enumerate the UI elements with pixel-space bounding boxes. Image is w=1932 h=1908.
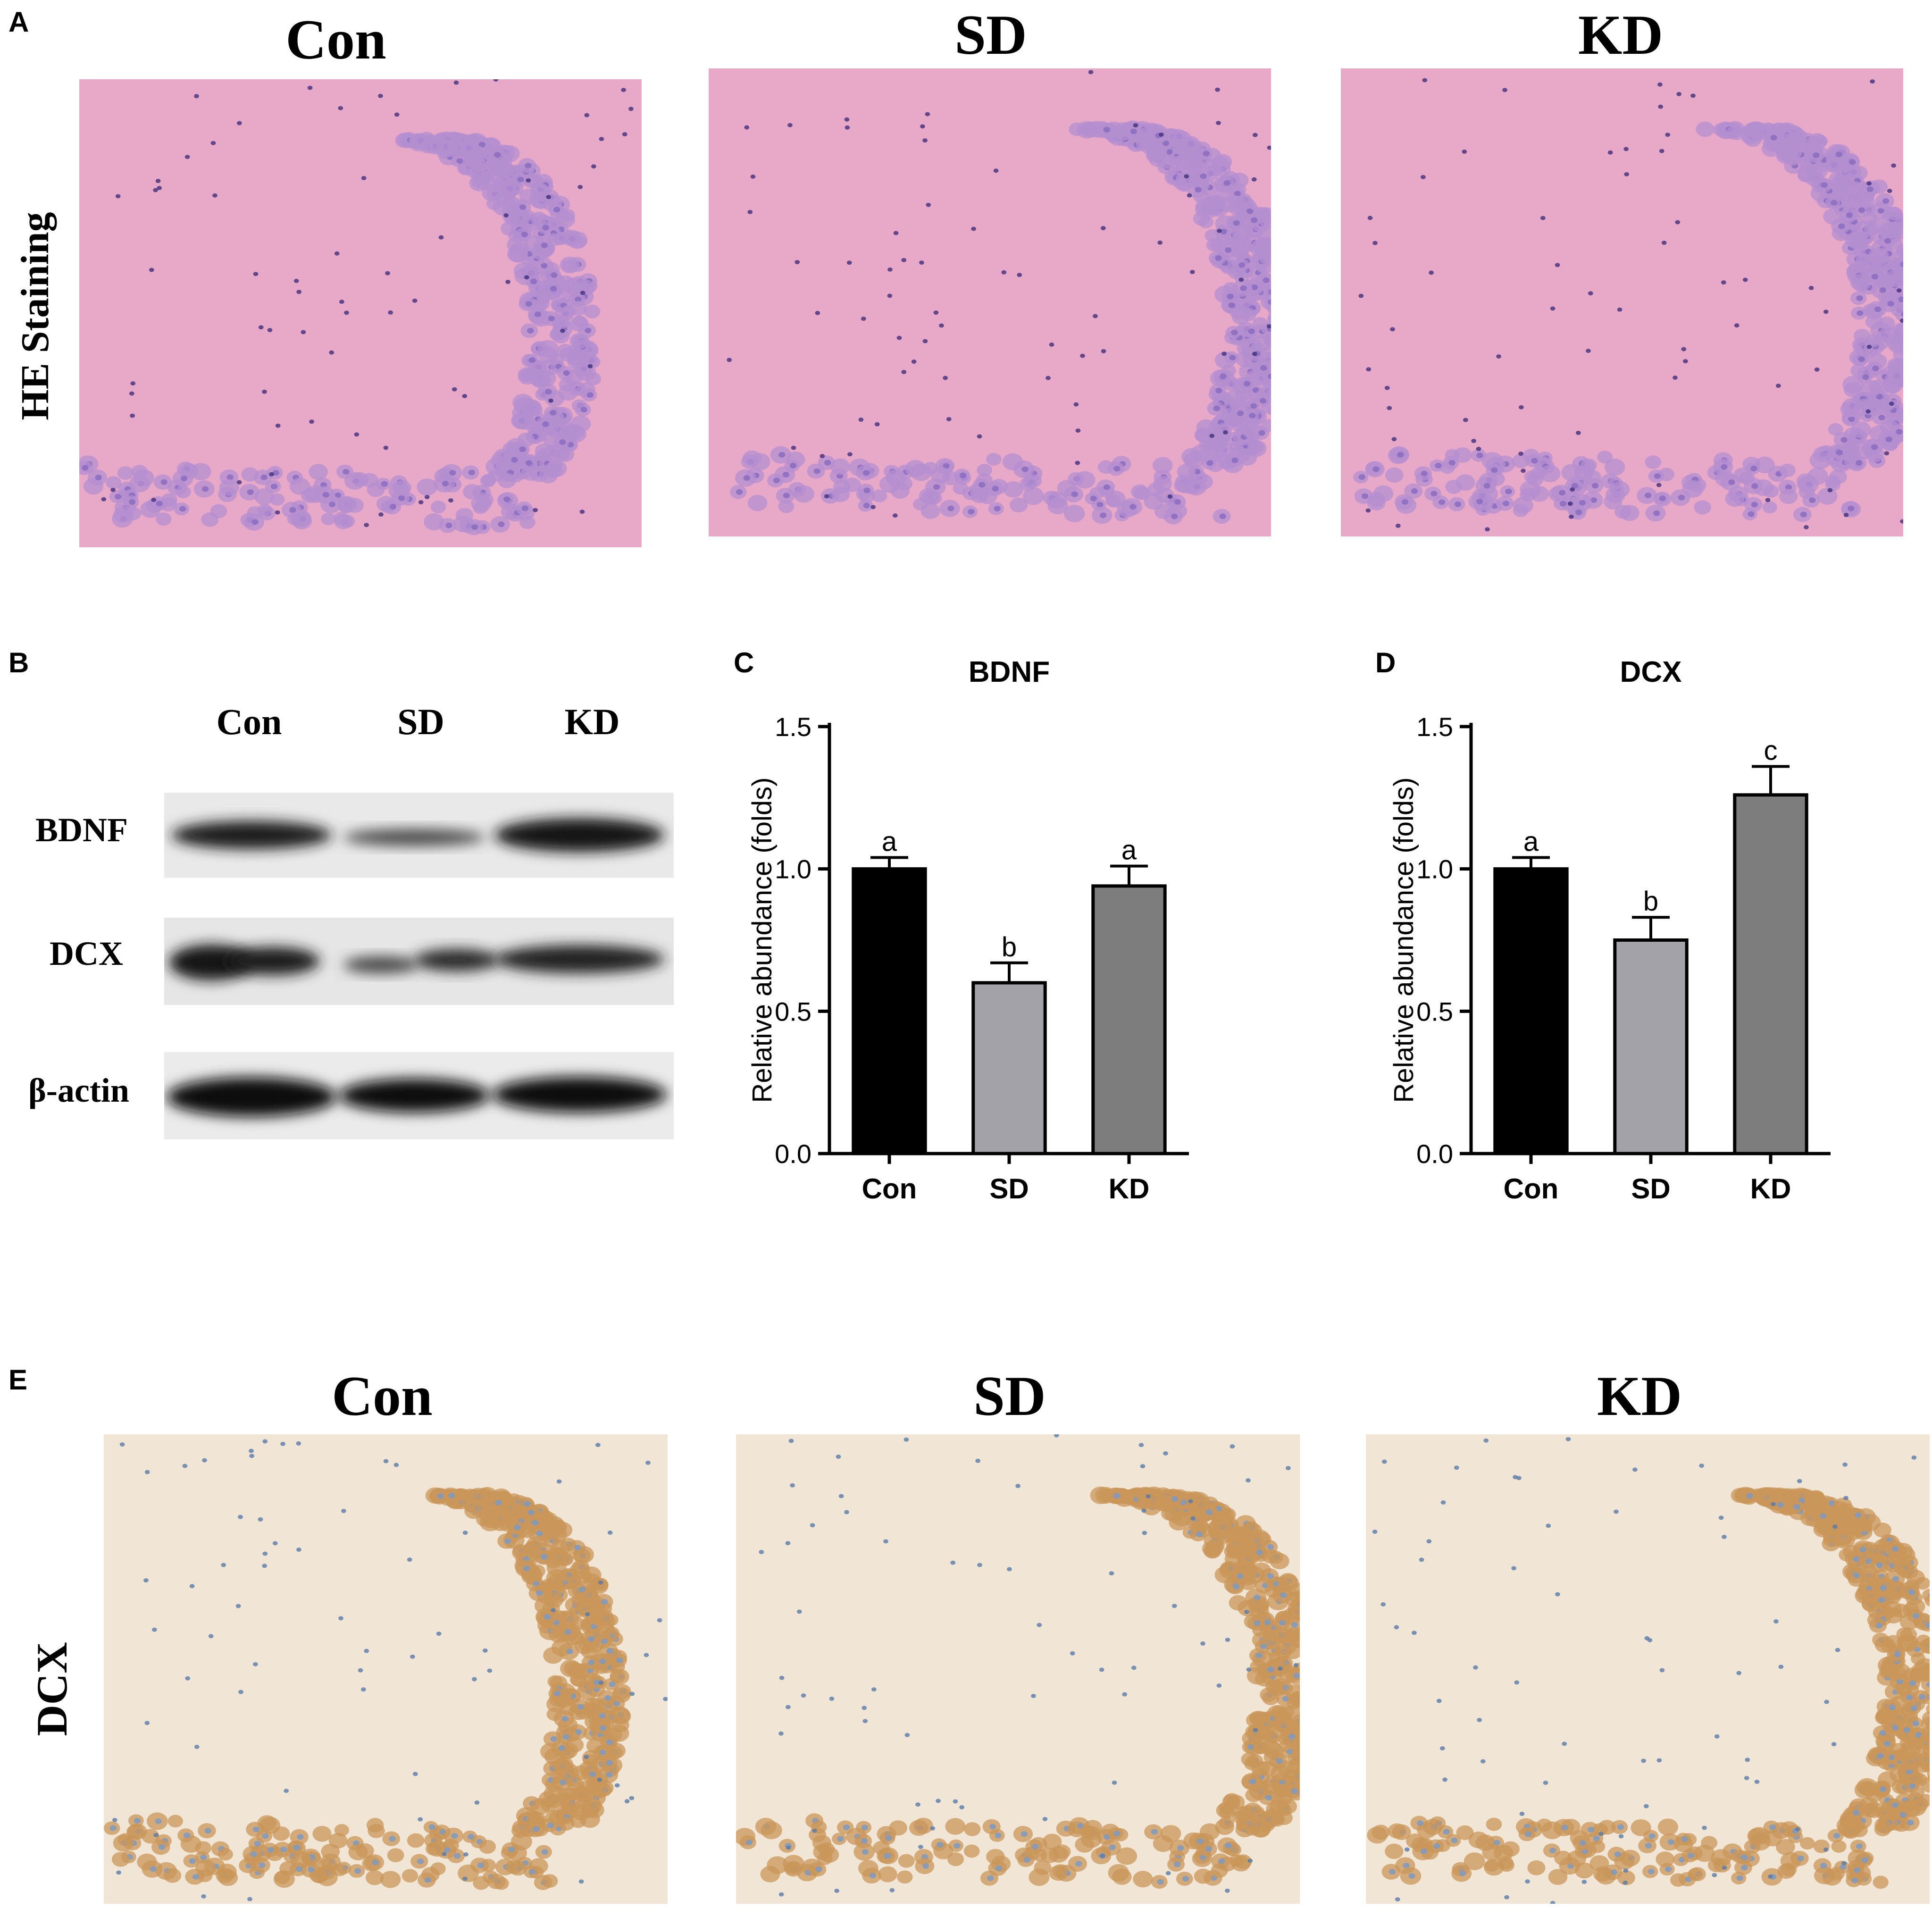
panel-d-letter: D (1375, 647, 1396, 678)
wb-blot-dcx (164, 918, 674, 1005)
bar (1613, 938, 1689, 1155)
ihc-micrograph-kd (1366, 1434, 1930, 1904)
y-axis-label: Relative abundance (folds) (747, 778, 778, 1103)
y-tick-label: 0.5 (1416, 996, 1453, 1026)
chart-title: BDNF (969, 656, 1050, 688)
wb-row-bdnf: BDNF (35, 811, 128, 849)
x-tick-label: SD (1631, 1173, 1670, 1205)
panel-c-letter: C (734, 647, 754, 678)
bar (971, 981, 1047, 1155)
y-axis-label: Relative abundance (folds) (1388, 778, 1419, 1103)
bar (1493, 867, 1569, 1155)
y-tick-label: 0.0 (775, 1139, 811, 1169)
significance-letter: b (1643, 886, 1658, 917)
panel-a-title-con: Con (285, 8, 386, 71)
wb-row-dcx: DCX (50, 935, 123, 972)
x-tick-label: Con (862, 1173, 917, 1205)
panel-a-title-kd: KD (1578, 3, 1663, 66)
panel-a-title-sd: SD (954, 3, 1027, 66)
significance-letter: a (882, 827, 897, 857)
wb-lane-sd: SD (397, 701, 444, 742)
y-tick-label: 1.5 (775, 712, 811, 742)
he-micrograph-sd (709, 68, 1271, 536)
bar-chart-dcx: DCX Relative abundance (folds) 0.0 0.5 1.0 1.… (1368, 642, 1840, 1255)
panel-b-letter: B (8, 647, 29, 678)
y-tick-label: 1.0 (775, 854, 811, 884)
y-tick-label: 0.5 (775, 996, 811, 1026)
x-tick-label: KD (1750, 1173, 1791, 1205)
x-tick-label: KD (1109, 1173, 1150, 1205)
bar (1733, 793, 1808, 1155)
x-tick-label: Con (1504, 1173, 1559, 1205)
panel-a-letter: A (8, 6, 29, 38)
significance-letter: a (1523, 827, 1539, 857)
he-micrograph-kd (1341, 68, 1903, 536)
panel-e-title-con: Con (332, 1364, 433, 1427)
ihc-micrograph-con (104, 1434, 668, 1904)
he-micrograph-con (79, 79, 642, 547)
significance-letter: a (1121, 835, 1137, 866)
bar (852, 867, 927, 1155)
panel-a-row-label: HE Staining (13, 212, 57, 420)
panel-e-title-sd: SD (973, 1364, 1046, 1427)
wb-blot-bdnf (164, 793, 674, 878)
y-tick-label: 1.5 (1416, 712, 1453, 742)
y-tick-label: 1.0 (1416, 854, 1453, 884)
bar-chart-bdnf: BDNF Relative abundance (folds) 0.0 0.5 1.0 1… (727, 642, 1198, 1255)
wb-row-beta-actin: β-actin (28, 1071, 129, 1109)
wb-lane-con: Con (216, 701, 282, 742)
bar (1091, 884, 1167, 1155)
x-tick-label: SD (989, 1173, 1029, 1205)
panel-e-letter: E (8, 1364, 28, 1396)
wb-blot-beta-actin (164, 1052, 674, 1139)
y-tick-label: 0.0 (1416, 1139, 1453, 1169)
chart-title: DCX (1620, 656, 1682, 688)
panel-e-title-kd: KD (1597, 1364, 1682, 1427)
significance-letter: b (1002, 932, 1017, 962)
panel-e-row-label: DCX (28, 1642, 76, 1736)
wb-lane-kd: KD (564, 701, 620, 742)
ihc-micrograph-sd (736, 1434, 1300, 1904)
significance-letter: c (1764, 735, 1778, 766)
